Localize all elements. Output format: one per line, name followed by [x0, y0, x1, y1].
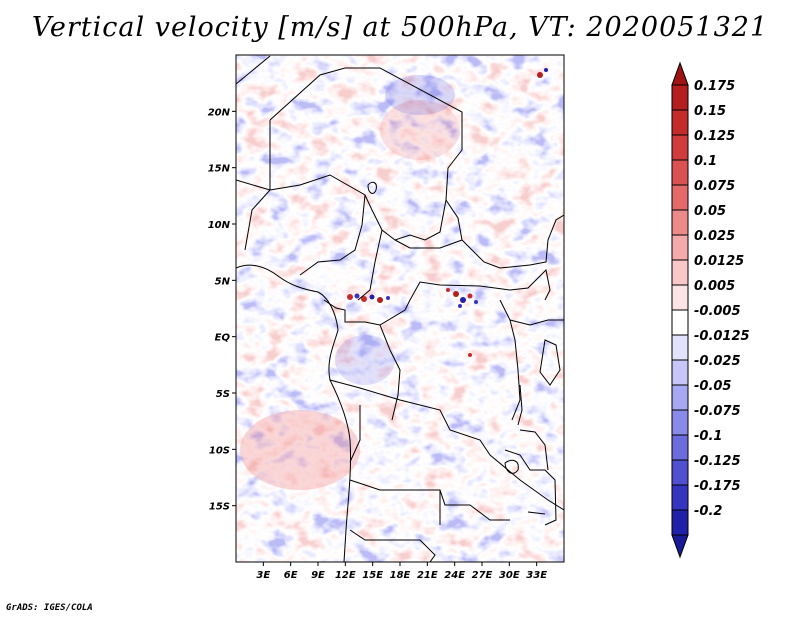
colorbar: 0.175 0.15 0.125 0.1 0.075 0.05 0.025 0.0125 0.0… [671, 61, 750, 559]
colorbar-swatch [671, 334, 689, 361]
colorbar-label: 0.075 [694, 179, 735, 194]
colorbar-swatch [671, 484, 689, 511]
colorbar-swatch [671, 259, 689, 286]
atlantic-coastline [236, 264, 352, 562]
colorbar-label: 0.05 [694, 204, 726, 219]
colorbar-swatch [671, 434, 689, 461]
lon-tick-label: 30E [499, 570, 520, 581]
descent-region [380, 100, 460, 160]
colorbar-swatch [671, 234, 689, 261]
colorbar-bottom-arrow [671, 534, 689, 559]
colorbar-swatch [671, 459, 689, 486]
lon-tick-label: 12E [335, 570, 356, 581]
colorbar-swatch [671, 509, 689, 536]
longitude-axis: 3E 6E 9E 12E 15E 18E 21E 24E 27E 30E 33E [256, 562, 547, 581]
ascent-region [385, 75, 455, 115]
colorbar-label: 0.1 [694, 154, 717, 169]
colorbar-label: 0.005 [694, 279, 735, 294]
lat-tick-label: EQ [215, 333, 231, 344]
lon-tick-label: 3E [256, 570, 270, 581]
colorbar-label: -0.025 [694, 354, 741, 369]
colorbar-label: -0.175 [694, 479, 741, 494]
colorbar-label: 0.025 [694, 229, 735, 244]
colorbar-label: -0.05 [694, 379, 731, 394]
latitude-axis: 20N 15N 10N 5N EQ 5S 10S 15S [208, 107, 236, 513]
colorbar-label: 0.0125 [694, 254, 744, 269]
lon-tick-label: 27E [472, 570, 493, 581]
lon-tick-label: 18E [390, 570, 411, 581]
lon-tick-label: 24E [444, 570, 465, 581]
colorbar-label: 0.125 [694, 129, 735, 144]
colorbar-swatch [671, 184, 689, 211]
colorbar-label: -0.1 [694, 429, 722, 444]
lon-tick-label: 21E [417, 570, 438, 581]
colorbar-swatch [671, 109, 689, 136]
colorbar-swatch [671, 409, 689, 436]
colorbar-label: 0.175 [694, 79, 735, 94]
colorbar-top-arrow [671, 61, 689, 86]
lat-tick-label: 15N [208, 164, 231, 175]
colorbar-swatch [671, 84, 689, 111]
colorbar-swatch [671, 384, 689, 411]
colorbar-label: -0.075 [694, 404, 741, 419]
chart-title: Vertical velocity [m/s] at 500hPa, VT: 2… [31, 12, 769, 43]
grads-credit: GrADS: IGES/COLA [6, 603, 93, 613]
vertical-velocity-field [236, 55, 564, 562]
lon-tick-label: 9E [311, 570, 325, 581]
lon-tick-label: 6E [284, 570, 298, 581]
lat-tick-label: 5S [216, 389, 230, 400]
colorbar-swatch [671, 209, 689, 236]
coastlines-and-borders [236, 55, 564, 562]
lake-bangweulu [504, 459, 519, 474]
map-area [236, 55, 564, 562]
descent-region [240, 410, 360, 490]
colorbar-label: -0.0125 [694, 329, 750, 344]
lat-tick-label: 15S [209, 502, 230, 513]
colorbar-label: -0.2 [694, 504, 722, 519]
colorbar-label: -0.005 [694, 304, 741, 319]
colorbar-swatch [671, 284, 689, 311]
colorbar-swatch [671, 359, 689, 386]
ascent-region [335, 335, 395, 385]
colorbar-label: 0.15 [694, 104, 726, 119]
colorbar-swatch [671, 309, 689, 336]
colorbar-swatch [671, 159, 689, 186]
lat-tick-label: 20N [208, 107, 231, 118]
lat-tick-label: 5N [215, 276, 231, 287]
lat-tick-label: 10N [208, 220, 231, 231]
colorbar-label: -0.125 [694, 454, 741, 469]
convective-cells [347, 68, 548, 357]
colorbar-swatch [671, 134, 689, 161]
lat-tick-label: 10S [209, 445, 230, 456]
lake-chad [367, 181, 377, 194]
lon-tick-label: 33E [526, 570, 547, 581]
lon-tick-label: 15E [362, 570, 383, 581]
